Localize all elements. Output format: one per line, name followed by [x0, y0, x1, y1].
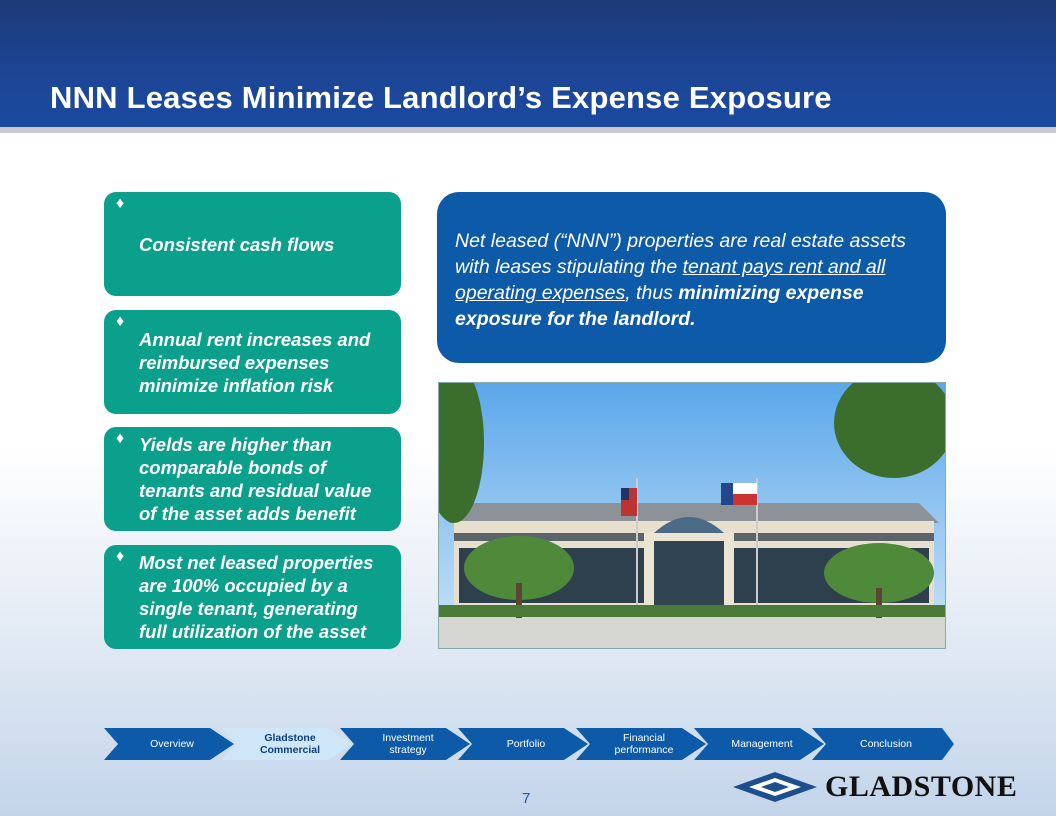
nav-step-gladstone-commercial[interactable]: Gladstone Commercial	[222, 728, 352, 760]
bullet-box-yields: ♦ Yields are higher than comparable bonds…	[104, 427, 401, 531]
gladstone-logo: GLADSTONE	[733, 770, 1017, 804]
nav-step-management[interactable]: Management	[694, 728, 824, 760]
diamond-icon: ♦	[116, 195, 125, 212]
nav-step-financial-performance[interactable]: Financial performance	[576, 728, 706, 760]
header-divider	[0, 127, 1056, 133]
diamond-icon: ♦	[116, 430, 125, 447]
property-photo	[438, 382, 946, 649]
nav-step-investment-strategy[interactable]: Investment strategy	[340, 728, 470, 760]
bullet-box-occupancy: ♦ Most net leased properties are 100% occ…	[104, 545, 401, 649]
gladstone-diamond-icon	[733, 772, 817, 802]
page-number: 7	[522, 790, 531, 807]
bullet-box-inflation: ♦ Annual rent increases and reimbursed ex…	[104, 310, 401, 414]
nav-step-portfolio[interactable]: Portfolio	[458, 728, 588, 760]
diamond-icon: ♦	[116, 548, 125, 565]
nnn-definition-callout: Net leased (“NNN”) properties are real e…	[437, 192, 946, 363]
page-title: NNN Leases Minimize Landlord’s Expense E…	[50, 80, 832, 115]
section-nav: Overview Gladstone Commercial Investment…	[104, 728, 954, 760]
nav-step-conclusion[interactable]: Conclusion	[812, 728, 954, 760]
header-banner	[0, 0, 1056, 128]
diamond-icon: ♦	[116, 313, 125, 330]
nav-step-overview[interactable]: Overview	[104, 728, 234, 760]
bullet-box-cash-flows: ♦ Consistent cash flows	[104, 192, 401, 296]
